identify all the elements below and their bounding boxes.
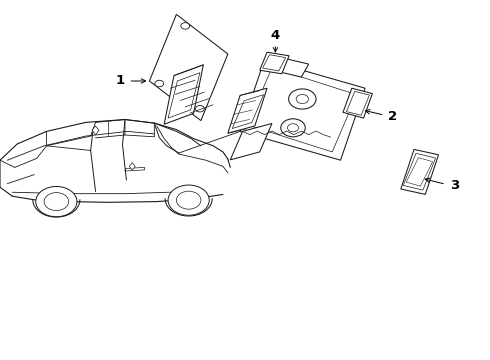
Text: 1: 1 [116,75,125,87]
Polygon shape [346,91,369,115]
Polygon shape [129,163,135,170]
Circle shape [296,94,309,104]
Circle shape [196,105,204,112]
Polygon shape [168,73,200,118]
Circle shape [288,124,298,132]
Circle shape [36,186,77,217]
Circle shape [289,89,316,109]
Text: 3: 3 [450,179,459,192]
Polygon shape [230,123,272,160]
Polygon shape [401,149,439,194]
Circle shape [44,193,69,211]
Polygon shape [149,14,228,121]
Text: 2: 2 [388,110,397,123]
Polygon shape [164,65,203,124]
Circle shape [181,23,190,29]
Polygon shape [403,153,436,190]
Circle shape [155,80,164,87]
Polygon shape [260,52,289,74]
Polygon shape [247,68,357,152]
Polygon shape [406,158,433,186]
Polygon shape [343,88,372,118]
Text: 4: 4 [271,29,280,42]
Polygon shape [240,59,365,160]
Polygon shape [92,126,99,135]
Circle shape [176,191,201,209]
Circle shape [168,185,209,215]
Polygon shape [263,55,286,71]
Polygon shape [232,95,264,129]
Circle shape [281,119,305,137]
Polygon shape [228,88,267,133]
Polygon shape [277,58,309,77]
